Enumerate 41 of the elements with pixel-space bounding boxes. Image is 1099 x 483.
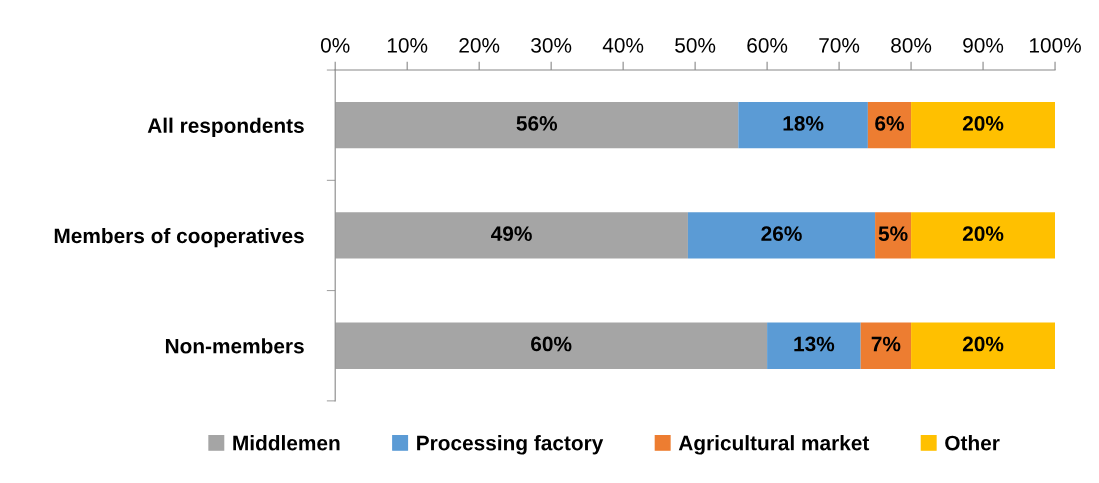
data-label: 56% [516, 116, 558, 131]
data-label: 20% [962, 116, 1004, 131]
bar [738, 102, 868, 149]
data-label: 7% [871, 336, 901, 352]
x-tick-label: 50% [675, 37, 716, 53]
data-label: 26% [761, 226, 802, 242]
x-tick-label: 60% [747, 37, 788, 53]
bar [860, 322, 912, 369]
bar [335, 212, 688, 259]
x-tick-label: 10% [387, 37, 428, 53]
data-label: 49% [491, 226, 532, 242]
x-tick-label: 100% [1029, 37, 1081, 53]
bar [335, 322, 768, 369]
legend-label: Processing factory [417, 435, 604, 455]
y-tick-label: Non-members [165, 338, 304, 354]
legend-label: Other [945, 435, 1000, 451]
bar [335, 102, 739, 149]
data-label: 5% [878, 226, 908, 242]
x-tick-label: 40% [602, 37, 644, 53]
bar [687, 212, 876, 259]
x-tick-label: 0% [320, 37, 350, 53]
x-tick-label: 70% [819, 37, 860, 53]
data-label: 18% [783, 116, 824, 131]
bar [875, 212, 912, 259]
x-tick-label: 80% [891, 37, 932, 53]
y-tick-label: All respondents [147, 117, 304, 138]
bar [911, 102, 1056, 149]
x-tick-label: 30% [531, 37, 572, 53]
bar [767, 322, 861, 369]
legend-label: Agricultural market [678, 435, 870, 455]
data-label: 6% [875, 116, 904, 131]
bar [911, 322, 1056, 369]
x-tick-label: 20% [459, 37, 500, 53]
data-label: 13% [794, 336, 835, 352]
legend-label: Middlemen [233, 435, 340, 451]
bar [911, 212, 1056, 259]
data-label: 20% [962, 336, 1004, 352]
x-tick-label: 90% [963, 37, 1004, 53]
data-label: 60% [531, 336, 572, 352]
data-label: 20% [962, 226, 1004, 242]
y-tick-label: Members of cooperatives [54, 227, 304, 248]
